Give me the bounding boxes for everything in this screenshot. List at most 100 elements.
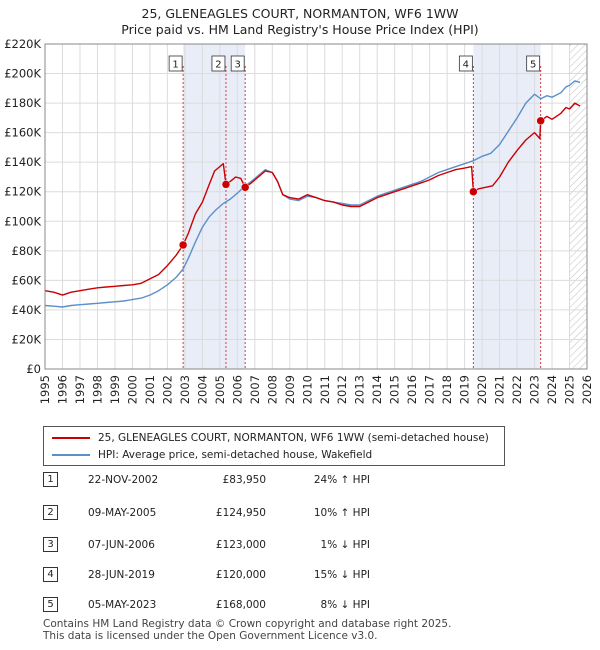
footer-copyright: Contains HM Land Registry data © Crown c… bbox=[43, 618, 452, 630]
x-tick-label: 2015 bbox=[388, 375, 402, 404]
x-tick-label: 2020 bbox=[475, 375, 489, 404]
x-tick-label: 1995 bbox=[38, 375, 52, 404]
legend-swatch-property bbox=[52, 437, 90, 439]
x-tick-label: 2006 bbox=[230, 375, 244, 404]
footer: Contains HM Land Registry data © Crown c… bbox=[43, 618, 451, 642]
x-tick-label: 2023 bbox=[528, 375, 542, 404]
sale-label-box-4: 4 bbox=[458, 55, 473, 72]
x-tick-label: 2019 bbox=[458, 375, 472, 404]
legend-label-hpi: HPI: Average price, semi-detached house,… bbox=[98, 449, 373, 461]
table-row: 4 28-JUN-2019 £120,000 15% ↓ HPI bbox=[0, 565, 600, 585]
x-tick-label: 2007 bbox=[248, 375, 262, 404]
sale-label-box-frame bbox=[168, 55, 183, 72]
x-tick-label: 1996 bbox=[56, 375, 70, 404]
x-tick-label: 2001 bbox=[143, 375, 157, 404]
chart-title: 25, GLENEAGLES COURT, NORMANTON, WF6 1WW bbox=[141, 6, 459, 21]
sale-label-box-1: 1 bbox=[168, 55, 183, 72]
legend-swatch-hpi bbox=[52, 454, 90, 456]
x-tick-label: 2002 bbox=[160, 375, 174, 404]
sale-label-box-3: 3 bbox=[230, 55, 245, 72]
sale-number-badge: 3 bbox=[43, 537, 58, 552]
plot-frame bbox=[44, 43, 588, 370]
x-tick-label: 2014 bbox=[370, 375, 384, 404]
table-row: 3 07-JUN-2006 £123,000 1% ↓ HPI bbox=[0, 535, 600, 555]
sale-label-box-2: 2 bbox=[211, 55, 226, 72]
legend-label-property: 25, GLENEAGLES COURT, NORMANTON, WF6 1WW… bbox=[98, 432, 489, 444]
table-row: 2 09-MAY-2005 £124,950 10% ↑ HPI bbox=[0, 503, 600, 523]
y-tick-label: £40K bbox=[12, 303, 42, 317]
sale-point-1 bbox=[178, 240, 188, 250]
sale-label-box-frame bbox=[230, 55, 245, 72]
sale-label-box-frame bbox=[211, 55, 226, 72]
y-tick-label: £20K bbox=[12, 332, 42, 346]
table-row: 5 05-MAY-2023 £168,000 8% ↓ HPI bbox=[0, 595, 600, 615]
hpi-series-line bbox=[44, 80, 581, 308]
table-row: 1 22-NOV-2002 £83,950 24% ↑ HPI bbox=[0, 470, 600, 490]
x-tick-label: 2000 bbox=[125, 375, 139, 404]
sale-number-badge: 1 bbox=[43, 472, 58, 487]
y-tick-label: £0 bbox=[26, 362, 41, 376]
x-tick-label: 2021 bbox=[493, 375, 507, 404]
x-tick-label: 2012 bbox=[335, 375, 349, 404]
sale-hpi-diff: 24% ↑ HPI bbox=[313, 474, 370, 486]
sale-label-number: 5 bbox=[530, 60, 536, 71]
property-series-line bbox=[44, 102, 581, 296]
y-tick-label: £120K bbox=[4, 185, 41, 199]
sale-point-4 bbox=[469, 187, 478, 196]
x-tick-label: 2005 bbox=[213, 375, 227, 404]
sale-date: 28-JUN-2019 bbox=[88, 569, 155, 581]
sale-price: £168,000 bbox=[215, 599, 266, 611]
x-tick-label: 2003 bbox=[178, 375, 192, 404]
sale-hpi-diff: 15% ↓ HPI bbox=[313, 569, 370, 581]
sale-label-number: 4 bbox=[463, 60, 469, 71]
y-tick-label: £80K bbox=[12, 244, 42, 258]
y-tick-label: £140K bbox=[4, 155, 41, 169]
sale-label-number: 3 bbox=[235, 60, 241, 71]
x-tick-label: 2025 bbox=[563, 375, 577, 404]
x-tick-label: 2017 bbox=[423, 375, 437, 404]
x-tick-label: 2024 bbox=[545, 375, 559, 404]
legend: 25, GLENEAGLES COURT, NORMANTON, WF6 1WW… bbox=[43, 426, 505, 466]
sale-hpi-diff: 1% ↓ HPI bbox=[320, 539, 370, 551]
sale-price: £124,950 bbox=[215, 507, 266, 519]
sale-number-badge: 2 bbox=[43, 505, 58, 520]
sale-price: £123,000 bbox=[215, 539, 266, 551]
sale-point-2 bbox=[221, 180, 231, 189]
sale-date: 09-MAY-2005 bbox=[88, 507, 157, 519]
chart-subtitle: Price paid vs. HM Land Registry's House … bbox=[121, 22, 479, 37]
x-tick-label: 2022 bbox=[510, 375, 524, 404]
sale-hpi-diff: 8% ↓ HPI bbox=[320, 599, 370, 611]
footer-licence: This data is licensed under the Open Gov… bbox=[43, 630, 378, 642]
x-tick-label: 1999 bbox=[108, 375, 122, 404]
sale-label-number: 1 bbox=[172, 60, 178, 71]
y-tick-label: £60K bbox=[12, 273, 42, 287]
sale-date: 22-NOV-2002 bbox=[88, 474, 159, 486]
sale-number-badge: 4 bbox=[43, 567, 58, 582]
x-tick-label: 2016 bbox=[405, 375, 419, 404]
ownership-shade-2 bbox=[473, 44, 541, 369]
sale-price: £83,950 bbox=[222, 474, 266, 486]
sale-label-box-5: 5 bbox=[526, 55, 541, 72]
x-tick-label: 2009 bbox=[283, 375, 297, 404]
price-chart: £0 £20K £40K £60K £80K £100K £120K £140K £160K £1… bbox=[4, 37, 594, 404]
y-tick-label: £200K bbox=[4, 67, 41, 81]
x-tick-label: 2018 bbox=[440, 375, 454, 404]
x-tick-label: 2011 bbox=[318, 375, 332, 404]
sale-hpi-diff: 10% ↑ HPI bbox=[313, 507, 370, 519]
x-tick-label: 2026 bbox=[580, 375, 594, 404]
y-tick-label: £220K bbox=[4, 37, 41, 51]
y-tick-label: £180K bbox=[4, 96, 41, 110]
ownership-shade-1 bbox=[183, 44, 246, 369]
x-tick-label: 2013 bbox=[353, 375, 367, 404]
sale-price: £120,000 bbox=[215, 569, 266, 581]
x-tick-label: 2004 bbox=[195, 375, 209, 404]
sale-point-5 bbox=[536, 116, 545, 126]
forecast-hatch bbox=[569, 44, 587, 369]
sale-label-number: 2 bbox=[215, 60, 221, 71]
x-tick-label: 2008 bbox=[265, 375, 279, 404]
sale-point-3 bbox=[240, 183, 250, 192]
sale-date: 05-MAY-2023 bbox=[88, 599, 157, 611]
sale-label-box-frame bbox=[526, 55, 541, 72]
x-tick-label: 1997 bbox=[73, 375, 87, 404]
sale-date: 07-JUN-2006 bbox=[88, 539, 155, 551]
